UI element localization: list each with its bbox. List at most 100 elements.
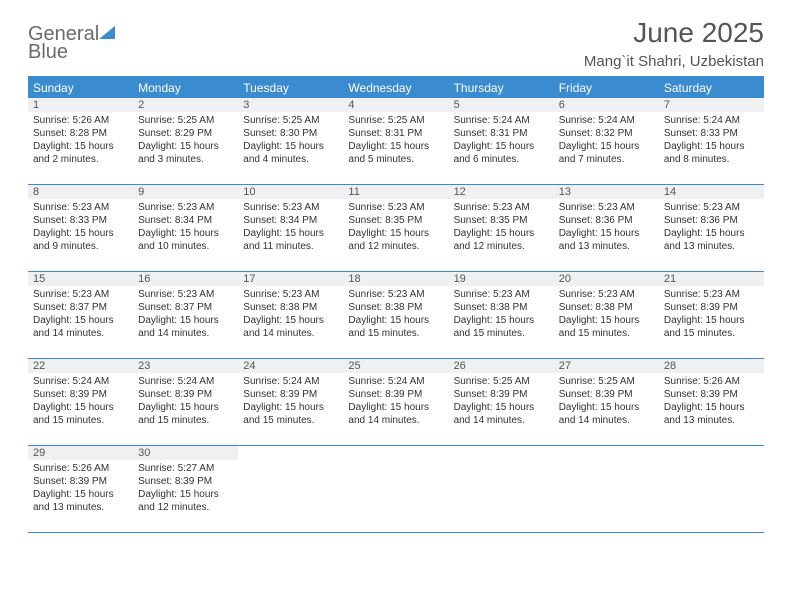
sunset-text: Sunset: 8:38 PM (243, 301, 338, 314)
sunset-text: Sunset: 8:38 PM (454, 301, 549, 314)
sunrise-text: Sunrise: 5:23 AM (454, 201, 549, 214)
day-details: Sunrise: 5:23 AMSunset: 8:36 PMDaylight:… (659, 199, 764, 255)
calendar-day: 27Sunrise: 5:25 AMSunset: 8:39 PMDayligh… (554, 359, 659, 445)
calendar-day: 5Sunrise: 5:24 AMSunset: 8:31 PMDaylight… (449, 98, 554, 184)
calendar-day: 21Sunrise: 5:23 AMSunset: 8:39 PMDayligh… (659, 272, 764, 358)
sunrise-text: Sunrise: 5:23 AM (664, 288, 759, 301)
day-number: 5 (449, 98, 554, 112)
sunrise-text: Sunrise: 5:26 AM (664, 375, 759, 388)
calendar-day: 22Sunrise: 5:24 AMSunset: 8:39 PMDayligh… (28, 359, 133, 445)
calendar-day: 6Sunrise: 5:24 AMSunset: 8:32 PMDaylight… (554, 98, 659, 184)
sunset-text: Sunset: 8:29 PM (138, 127, 233, 140)
title-block: June 2025 Mang`it Shahri, Uzbekistan (584, 18, 764, 70)
sunset-text: Sunset: 8:32 PM (559, 127, 654, 140)
calendar-day: 28Sunrise: 5:26 AMSunset: 8:39 PMDayligh… (659, 359, 764, 445)
day-number: 28 (659, 359, 764, 373)
day-details: Sunrise: 5:23 AMSunset: 8:34 PMDaylight:… (238, 199, 343, 255)
day-details: Sunrise: 5:24 AMSunset: 8:31 PMDaylight:… (449, 112, 554, 168)
calendar-day: 1Sunrise: 5:26 AMSunset: 8:28 PMDaylight… (28, 98, 133, 184)
day-details: Sunrise: 5:23 AMSunset: 8:39 PMDaylight:… (659, 286, 764, 342)
sunset-text: Sunset: 8:38 PM (559, 301, 654, 314)
calendar-day: 3Sunrise: 5:25 AMSunset: 8:30 PMDaylight… (238, 98, 343, 184)
day-number: 19 (449, 272, 554, 286)
sunset-text: Sunset: 8:39 PM (454, 388, 549, 401)
sunset-text: Sunset: 8:33 PM (33, 214, 128, 227)
sunrise-text: Sunrise: 5:24 AM (243, 375, 338, 388)
daylight-text: Daylight: 15 hours and 15 minutes. (559, 314, 654, 340)
daylight-text: Daylight: 15 hours and 13 minutes. (664, 401, 759, 427)
sunrise-text: Sunrise: 5:23 AM (348, 201, 443, 214)
sunrise-text: Sunrise: 5:27 AM (138, 462, 233, 475)
day-number: 22 (28, 359, 133, 373)
day-number: 2 (133, 98, 238, 112)
logo-text-blue: Blue (28, 42, 117, 62)
sunset-text: Sunset: 8:39 PM (243, 388, 338, 401)
sunset-text: Sunset: 8:34 PM (243, 214, 338, 227)
daylight-text: Daylight: 15 hours and 13 minutes. (559, 227, 654, 253)
sunset-text: Sunset: 8:38 PM (348, 301, 443, 314)
day-number: 7 (659, 98, 764, 112)
day-number: 15 (28, 272, 133, 286)
location: Mang`it Shahri, Uzbekistan (584, 53, 764, 70)
sunset-text: Sunset: 8:39 PM (138, 388, 233, 401)
sunrise-text: Sunrise: 5:23 AM (138, 288, 233, 301)
weekday-wednesday: Wednesday (343, 78, 448, 98)
daylight-text: Daylight: 15 hours and 3 minutes. (138, 140, 233, 166)
calendar-day: 16 Sunrise: 5:23 AMSunset: 8:37 PMDayligh… (133, 272, 238, 358)
day-details: Sunrise: 5:23 AMSunset: 8:38 PMDaylight:… (238, 286, 343, 342)
calendar-day: 15Sunrise: 5:23 AMSunset: 8:37 PMDayligh… (28, 272, 133, 358)
sunrise-text: Sunrise: 5:24 AM (138, 375, 233, 388)
day-number: 26 (449, 359, 554, 373)
daylight-text: Daylight: 15 hours and 14 minutes. (454, 401, 549, 427)
sunset-text: Sunset: 8:31 PM (348, 127, 443, 140)
logo: General Blue (28, 24, 117, 62)
daylight-text: Daylight: 15 hours and 9 minutes. (33, 227, 128, 253)
header: General Blue June 2025 Mang`it Shahri, U… (28, 18, 764, 70)
daylight-text: Daylight: 15 hours and 7 minutes. (559, 140, 654, 166)
calendar-day: 30Sunrise: 5:27 AMSunset: 8:39 PMDayligh… (133, 446, 238, 532)
daylight-text: Daylight: 15 hours and 14 minutes. (559, 401, 654, 427)
sunset-text: Sunset: 8:39 PM (348, 388, 443, 401)
calendar-week: 22Sunrise: 5:24 AMSunset: 8:39 PMDayligh… (28, 359, 764, 446)
calendar-week: 1Sunrise: 5:26 AMSunset: 8:28 PMDaylight… (28, 98, 764, 185)
calendar-week: 15Sunrise: 5:23 AMSunset: 8:37 PMDayligh… (28, 272, 764, 359)
daylight-text: Daylight: 15 hours and 4 minutes. (243, 140, 338, 166)
day-number: 12 (449, 185, 554, 199)
sunrise-text: Sunrise: 5:23 AM (243, 288, 338, 301)
day-number: 3 (238, 98, 343, 112)
sunset-text: Sunset: 8:36 PM (664, 214, 759, 227)
day-details: Sunrise: 5:26 AMSunset: 8:39 PMDaylight:… (659, 373, 764, 429)
day-number: 4 (343, 98, 448, 112)
calendar-day: 23Sunrise: 5:24 AMSunset: 8:39 PMDayligh… (133, 359, 238, 445)
calendar-body: 1Sunrise: 5:26 AMSunset: 8:28 PMDaylight… (28, 98, 764, 533)
day-details: Sunrise: 5:23 AMSunset: 8:38 PMDaylight:… (554, 286, 659, 342)
sunrise-text: Sunrise: 5:26 AM (33, 462, 128, 475)
sunset-text: Sunset: 8:35 PM (348, 214, 443, 227)
day-number: 13 (554, 185, 659, 199)
day-details: Sunrise: 5:27 AMSunset: 8:39 PMDaylight:… (133, 460, 238, 516)
day-details: Sunrise: 5:24 AMSunset: 8:39 PMDaylight:… (133, 373, 238, 429)
day-details: Sunrise: 5:24 AMSunset: 8:39 PMDaylight:… (238, 373, 343, 429)
day-number: 16 (133, 272, 238, 286)
daylight-text: Daylight: 15 hours and 2 minutes. (33, 140, 128, 166)
daylight-text: Daylight: 15 hours and 10 minutes. (138, 227, 233, 253)
day-details: Sunrise: 5:23 AMSunset: 8:36 PMDaylight:… (554, 199, 659, 255)
daylight-text: Daylight: 15 hours and 15 minutes. (348, 314, 443, 340)
daylight-text: Daylight: 15 hours and 5 minutes. (348, 140, 443, 166)
day-number: 1 (28, 98, 133, 112)
sunrise-text: Sunrise: 5:25 AM (454, 375, 549, 388)
sunrise-text: Sunrise: 5:25 AM (138, 114, 233, 127)
calendar-day: 10Sunrise: 5:23 AMSunset: 8:34 PMDayligh… (238, 185, 343, 271)
daylight-text: Daylight: 15 hours and 14 minutes. (138, 314, 233, 340)
calendar-day: 4Sunrise: 5:25 AMSunset: 8:31 PMDaylight… (343, 98, 448, 184)
sunset-text: Sunset: 8:39 PM (664, 301, 759, 314)
day-details: Sunrise: 5:26 AMSunset: 8:28 PMDaylight:… (28, 112, 133, 168)
day-number: 23 (133, 359, 238, 373)
sunset-text: Sunset: 8:37 PM (138, 301, 233, 314)
day-number: 25 (343, 359, 448, 373)
daylight-text: Daylight: 15 hours and 12 minutes. (138, 488, 233, 514)
day-details: Sunrise: 5:25 AMSunset: 8:29 PMDaylight:… (133, 112, 238, 168)
weekday-header: Sunday Monday Tuesday Wednesday Thursday… (28, 78, 764, 98)
calendar-week: 8Sunrise: 5:23 AMSunset: 8:33 PMDaylight… (28, 185, 764, 272)
calendar-day (238, 446, 343, 532)
